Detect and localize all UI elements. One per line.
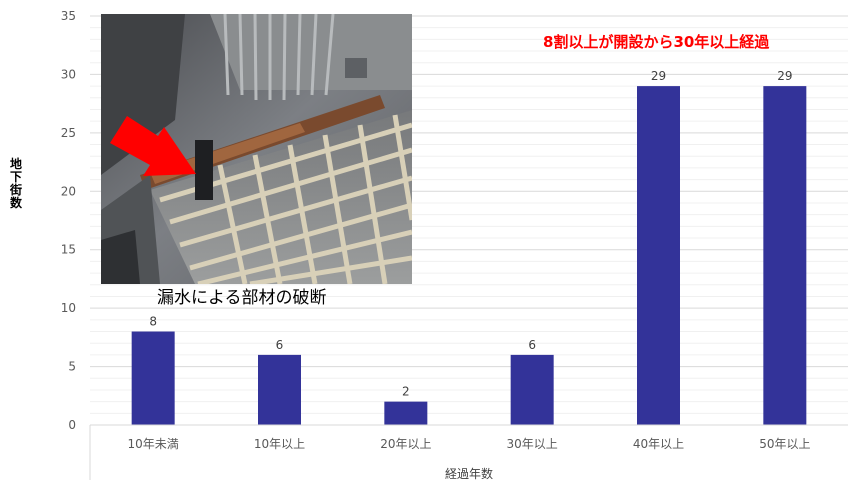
data-label: 6 xyxy=(276,338,284,352)
x-tick-label: 40年以上 xyxy=(633,437,684,451)
y-axis-title-char: 下 xyxy=(10,170,22,184)
y-tick-label: 35 xyxy=(61,9,76,23)
y-tick-label: 10 xyxy=(61,301,76,315)
bar xyxy=(763,86,807,425)
bars xyxy=(131,86,807,425)
y-axis-title-char: 地 xyxy=(10,156,22,171)
y-tick-label: 25 xyxy=(61,126,76,140)
y-axis-ticks: 0 5 10 15 20 25 30 35 xyxy=(61,9,76,432)
bar xyxy=(637,86,680,425)
data-label: 29 xyxy=(777,69,792,83)
data-label: 6 xyxy=(528,338,536,352)
x-axis-title: 経過年数 xyxy=(445,466,493,481)
x-tick-label: 10年未満 xyxy=(128,437,179,451)
x-tick-label: 50年以上 xyxy=(759,437,810,451)
bar xyxy=(384,401,428,425)
red-arrow-icon xyxy=(110,116,196,176)
x-axis-ticks: 10年未満 10年以上 20年以上 30年以上 40年以上 50年以上 xyxy=(128,437,811,451)
y-tick-label: 30 xyxy=(61,67,76,81)
y-tick-label: 5 xyxy=(68,360,76,374)
data-label: 8 xyxy=(149,315,157,329)
y-tick-label: 0 xyxy=(68,418,76,432)
y-axis-title-char: 数 xyxy=(10,195,23,210)
leak-damage-photo xyxy=(101,14,412,284)
data-labels: 8 6 2 6 29 29 xyxy=(149,69,792,399)
y-tick-label: 15 xyxy=(61,243,76,257)
x-tick-label: 20年以上 xyxy=(380,437,431,451)
x-tick-label: 10年以上 xyxy=(254,437,305,451)
gridlines xyxy=(90,15,848,414)
photo-caption: 漏水による部材の破断 xyxy=(157,288,327,308)
bar xyxy=(258,354,301,425)
y-tick-label: 20 xyxy=(61,184,76,198)
x-tick-label: 30年以上 xyxy=(507,437,558,451)
chart-annotation: 8割以上が開設から30年以上経過 xyxy=(543,33,770,51)
y-axis-title-char: 街 xyxy=(9,182,22,197)
data-label: 2 xyxy=(402,385,410,399)
bar xyxy=(131,331,175,425)
data-label: 29 xyxy=(651,69,666,83)
bar xyxy=(510,354,554,425)
